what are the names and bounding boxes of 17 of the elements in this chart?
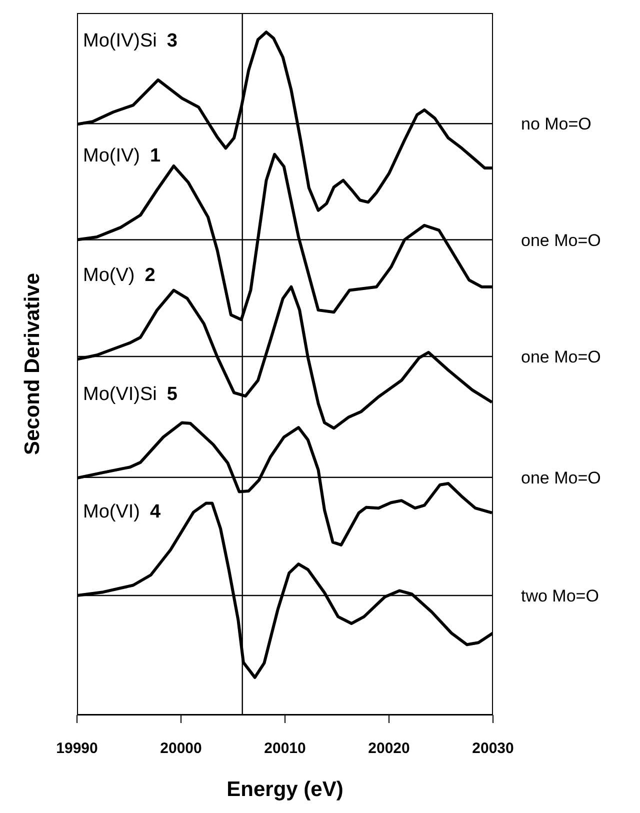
ref-line-label: one Mo=O (521, 468, 601, 488)
ref-line-label: one Mo=O (521, 348, 601, 367)
ref-line-label: one Mo=O (521, 230, 601, 250)
x-tick-label: 20010 (264, 740, 306, 757)
series-label: Mo(VI)Si 5 (83, 384, 178, 406)
y-axis-title: Second Derivative (21, 272, 45, 456)
ref-line-label: two Mo=O (521, 586, 599, 606)
series-label: Mo(VI) 4 (83, 501, 161, 522)
x-tick-label: 20020 (368, 740, 410, 757)
ref-line-label: no Mo=O (521, 114, 592, 134)
x-tick-label: 20030 (472, 740, 514, 757)
series-label: Mo(V) 2 (83, 265, 156, 286)
x-tick-label: 19990 (56, 740, 98, 757)
series-label: Mo(IV)Si 3 (83, 30, 178, 52)
x-tick-label: 20000 (160, 740, 202, 757)
series-label: Mo(IV) 1 (83, 146, 161, 167)
x-axis-title: Energy (eV) (226, 778, 344, 801)
